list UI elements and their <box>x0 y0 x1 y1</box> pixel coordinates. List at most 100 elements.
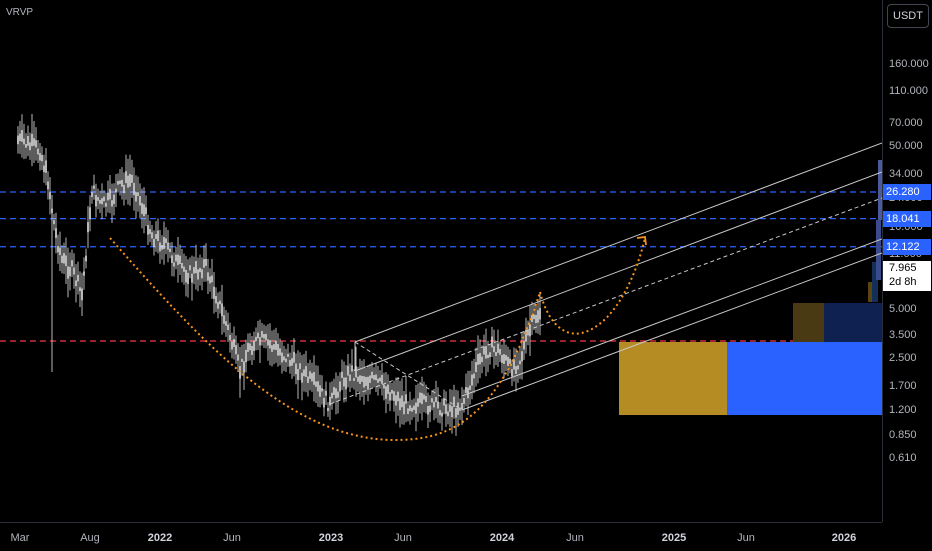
time-label: Jun <box>223 532 241 544</box>
candle-body <box>493 346 495 353</box>
candle-body <box>399 398 401 411</box>
candle-body <box>241 358 243 362</box>
candle-body <box>117 181 119 185</box>
candle-body <box>151 232 153 239</box>
candle-body <box>281 352 283 363</box>
candle-body <box>489 352 491 358</box>
candle-body <box>379 377 381 382</box>
volume-histogram-bar <box>876 220 881 280</box>
candle-body <box>35 140 37 148</box>
channel-lower-line <box>461 252 882 411</box>
candle-body <box>293 351 295 363</box>
candle-body <box>277 344 279 356</box>
level-badge: 18.041 <box>883 210 931 227</box>
candle-body <box>531 314 533 322</box>
projection-arcs <box>109 235 647 442</box>
candle-body <box>437 401 439 409</box>
candle-body <box>185 269 187 283</box>
candle-body <box>79 287 81 292</box>
candle-body <box>303 369 305 377</box>
candle-body <box>393 391 395 401</box>
candle-body <box>505 355 507 361</box>
candle-body <box>539 308 541 320</box>
candle-body <box>119 180 121 184</box>
candle-body <box>317 381 319 392</box>
candle-body <box>83 271 85 276</box>
candle-body <box>53 220 55 225</box>
candle-body <box>381 374 383 384</box>
candle-body <box>465 386 467 393</box>
candle-body <box>43 165 45 173</box>
bar-countdown: 2d 8h <box>889 276 917 289</box>
candle-body <box>435 396 437 403</box>
volume-histogram-bar <box>872 262 878 302</box>
candle-body <box>487 354 489 359</box>
candle-body <box>333 386 335 395</box>
candle-body <box>451 406 453 418</box>
candle-body <box>445 404 447 414</box>
arrow-head-icon <box>636 235 647 246</box>
time-axis[interactable]: Mar Aug 2022 Jun 2023 Jun 2024 Jun 2025 Jun 2026 <box>0 522 882 551</box>
candle-body <box>97 197 99 201</box>
candle-body <box>121 179 123 187</box>
candle-body <box>273 344 275 350</box>
channel-upper-line <box>354 142 882 343</box>
candle-body <box>325 390 327 396</box>
candle-body <box>47 181 49 190</box>
price-chart[interactable] <box>0 0 882 522</box>
candle-body <box>427 406 429 415</box>
candle-body <box>323 397 325 408</box>
candle-body <box>405 394 407 404</box>
candle-body <box>65 255 67 267</box>
price-tick: 160.000 <box>889 58 929 71</box>
volume-profile-boxes <box>619 160 882 415</box>
candle-body <box>397 391 399 402</box>
time-label: 2024 <box>489 532 515 544</box>
chart-pane[interactable]: VRVP <box>0 0 882 522</box>
candle-body <box>479 353 481 365</box>
candle-body <box>335 388 337 399</box>
price-tick: 50.000 <box>889 140 923 153</box>
volume-box-gold <box>619 342 727 415</box>
candle-body <box>223 315 225 324</box>
channel-line-2 <box>354 171 882 372</box>
candle-body <box>243 361 245 373</box>
candle-body <box>49 192 51 200</box>
candle-body <box>71 260 73 267</box>
candle-body <box>519 360 521 365</box>
candle-body <box>485 346 487 359</box>
candle-body <box>389 392 391 401</box>
candle-body <box>215 296 217 304</box>
candle-body <box>169 248 171 252</box>
candle-body <box>159 242 161 252</box>
candle-body <box>475 362 477 373</box>
candle-body <box>221 303 223 317</box>
candle-body <box>155 234 157 239</box>
candle-body <box>433 401 435 408</box>
candle-body <box>403 401 405 415</box>
candle-body <box>147 225 149 235</box>
candle-body <box>125 171 127 184</box>
candle-body <box>263 334 265 339</box>
candle-body <box>183 266 185 272</box>
candle-body <box>73 267 75 275</box>
candle-body <box>41 155 43 162</box>
candle-body <box>245 349 247 363</box>
candle-body <box>255 336 257 342</box>
candle-body <box>99 200 101 204</box>
candle-body <box>123 184 125 194</box>
candle-body <box>349 374 351 381</box>
currency-button[interactable]: USDT <box>887 4 929 28</box>
volume-box-gold-small <box>793 303 824 342</box>
candle-body <box>371 371 373 379</box>
candle-body <box>85 255 87 262</box>
candle-body <box>87 222 89 233</box>
horizontal-levels <box>0 191 882 342</box>
candle-body <box>25 143 27 148</box>
price-axis[interactable]: USDT 160.000110.00070.00050.00034.00024.… <box>882 0 932 522</box>
vrvp-indicator-label[interactable]: VRVP <box>6 7 34 18</box>
candle-body <box>387 384 389 394</box>
candle-body <box>415 402 417 414</box>
candle-body <box>189 265 191 271</box>
candle-body <box>157 230 159 242</box>
